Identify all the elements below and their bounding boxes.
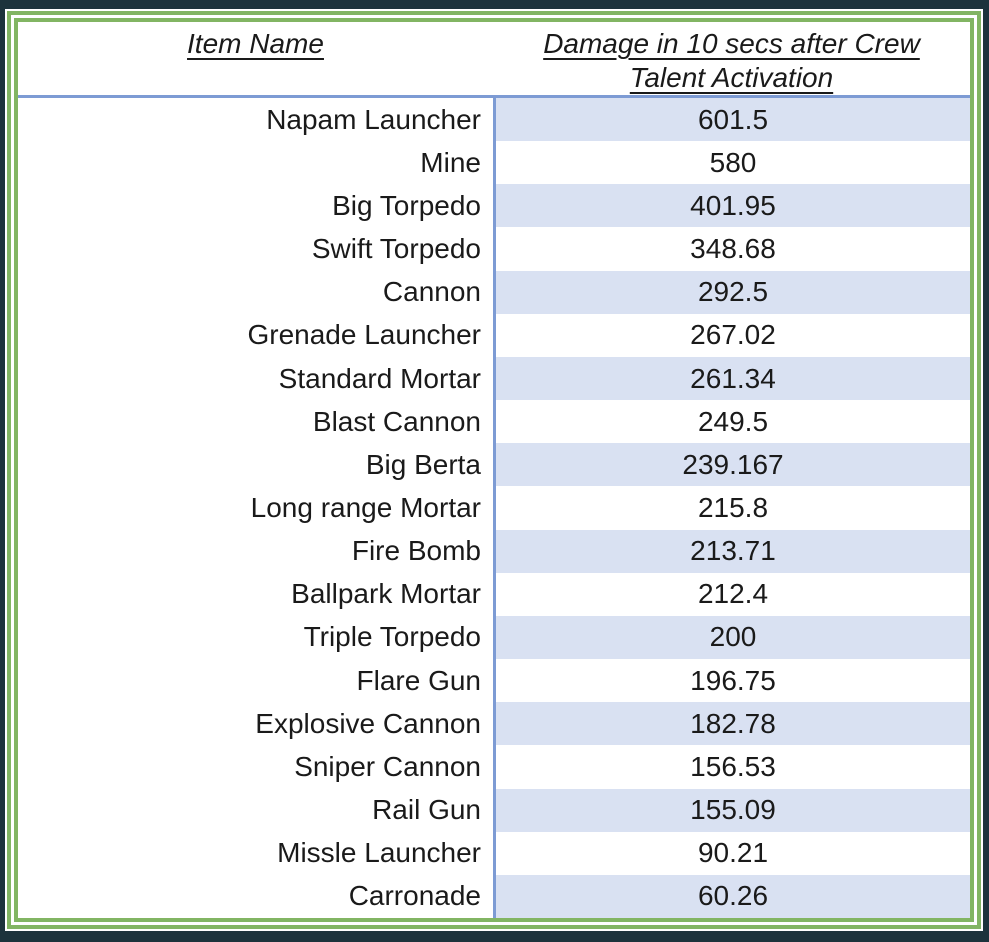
damage-value-cell: 261.34 (493, 356, 970, 401)
table-row: Standard Mortar 261.34 (18, 356, 970, 401)
item-name-cell: Swift Torpedo (18, 227, 493, 271)
table-header-row: Item Name Damage in 10 secs after Crew T… (18, 22, 970, 98)
damage-value-cell: 580 (493, 141, 970, 185)
item-name-cell: Rail Gun (18, 788, 493, 832)
item-name-cell: Flare Gun (18, 659, 493, 703)
table-row: Grenade Launcher 267.02 (18, 313, 970, 357)
damage-value-cell: 156.53 (493, 745, 970, 789)
item-name-cell: Napam Launcher (18, 98, 493, 142)
damage-value-cell: 155.09 (493, 788, 970, 832)
item-name-cell: Blast Cannon (18, 400, 493, 444)
table-row: Rail Gun 155.09 (18, 788, 970, 832)
damage-value-cell: 200 (493, 615, 970, 660)
damage-value-cell: 60.26 (493, 874, 970, 918)
green-inner-frame: Item Name Damage in 10 secs after Crew T… (14, 18, 974, 922)
item-name-cell: Mine (18, 141, 493, 185)
damage-value-cell: 348.68 (493, 227, 970, 271)
table-row: Ballpark Mortar 212.4 (18, 572, 970, 616)
item-name-cell: Explosive Cannon (18, 702, 493, 746)
damage-value-cell: 239.167 (493, 443, 970, 487)
table-row: Flare Gun 196.75 (18, 659, 970, 703)
item-name-cell: Cannon (18, 270, 493, 314)
item-name-cell: Long range Mortar (18, 486, 493, 530)
table-row: Sniper Cannon 156.53 (18, 745, 970, 789)
column-header-item-name: Item Name (18, 22, 493, 95)
damage-value-cell: 182.78 (493, 702, 970, 746)
table-row: Triple Torpedo 200 (18, 615, 970, 660)
table-body: Napam Launcher 601.5 Mine 580 Big Torpedo 401… (18, 98, 970, 918)
table-row: Napam Launcher 601.5 (18, 98, 970, 142)
table-row: Long range Mortar 215.8 (18, 486, 970, 530)
damage-value-cell: 90.21 (493, 831, 970, 875)
item-name-cell: Triple Torpedo (18, 615, 493, 660)
table-row: Swift Torpedo 348.68 (18, 227, 970, 271)
table-row: Fire Bomb 213.71 (18, 529, 970, 573)
item-name-cell: Standard Mortar (18, 356, 493, 401)
damage-value-cell: 215.8 (493, 486, 970, 530)
item-name-cell: Missle Launcher (18, 831, 493, 875)
damage-value-cell: 601.5 (493, 98, 970, 142)
item-name-header-label: Item Name (187, 28, 324, 59)
damage-value-cell: 249.5 (493, 400, 970, 444)
table-row: Missle Launcher 90.21 (18, 831, 970, 875)
table-row: Big Torpedo 401.95 (18, 184, 970, 228)
damage-value-cell: 196.75 (493, 659, 970, 703)
item-name-cell: Ballpark Mortar (18, 572, 493, 616)
damage-value-cell: 212.4 (493, 572, 970, 616)
table-row: Carronade 60.26 (18, 874, 970, 918)
item-name-cell: Carronade (18, 874, 493, 918)
item-name-cell: Big Torpedo (18, 184, 493, 228)
green-outer-frame: Item Name Damage in 10 secs after Crew T… (7, 11, 981, 929)
item-name-cell: Sniper Cannon (18, 745, 493, 789)
item-name-cell: Grenade Launcher (18, 313, 493, 357)
column-header-damage: Damage in 10 secs after Crew Talent Acti… (493, 22, 970, 95)
item-name-cell: Fire Bomb (18, 529, 493, 573)
item-name-cell: Big Berta (18, 443, 493, 487)
table-row: Explosive Cannon 182.78 (18, 702, 970, 746)
table-row: Blast Cannon 249.5 (18, 400, 970, 444)
damage-header-label: Damage in 10 secs after Crew Talent Acti… (543, 28, 920, 93)
damage-value-cell: 401.95 (493, 184, 970, 228)
table-row: Cannon 292.5 (18, 270, 970, 314)
damage-value-cell: 292.5 (493, 270, 970, 314)
table-row: Big Berta 239.167 (18, 443, 970, 487)
table-row: Mine 580 (18, 141, 970, 185)
damage-value-cell: 267.02 (493, 313, 970, 357)
damage-value-cell: 213.71 (493, 529, 970, 573)
